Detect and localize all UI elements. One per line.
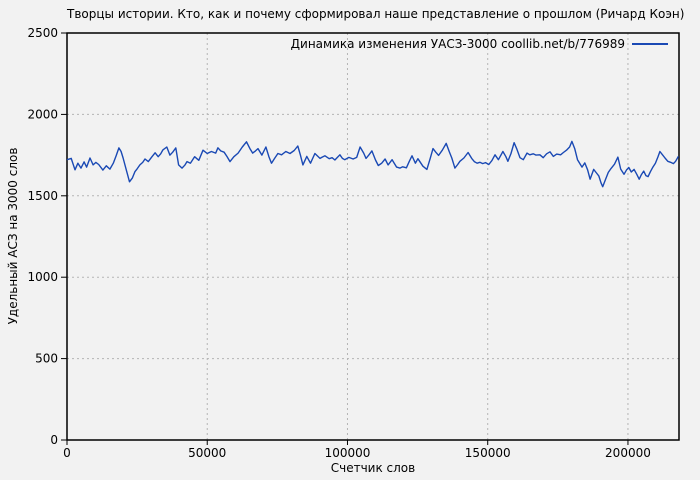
x-tick-label: 200000 [605, 446, 651, 460]
data-line [66, 140, 680, 188]
y-axis-label: Удельный АСЗ на 3000 слов [6, 147, 20, 325]
y-tick-label: 1500 [27, 189, 58, 203]
legend-label: Динамика изменения УАСЗ-3000 coollib.net… [290, 37, 625, 51]
y-tick-label: 0 [50, 433, 58, 447]
x-tick-label: 150000 [465, 446, 511, 460]
plot-frame [66, 32, 680, 441]
y-tick-label: 2500 [27, 26, 58, 40]
y-tick-label: 500 [35, 352, 58, 366]
legend-line-sample [632, 43, 668, 45]
legend: Динамика изменения УАСЗ-3000 coollib.net… [291, 36, 668, 52]
x-axis-label: Счетчик слов [330, 461, 416, 475]
x-tick-label: 100000 [325, 446, 371, 460]
x-tick-label: 0 [63, 446, 71, 460]
y-tick-label: 1000 [27, 270, 58, 284]
x-tick-label: 50000 [188, 446, 226, 460]
y-tick-label: 2000 [27, 107, 58, 121]
chart-title: Творцы истории. Кто, как и почему сформи… [67, 7, 685, 21]
